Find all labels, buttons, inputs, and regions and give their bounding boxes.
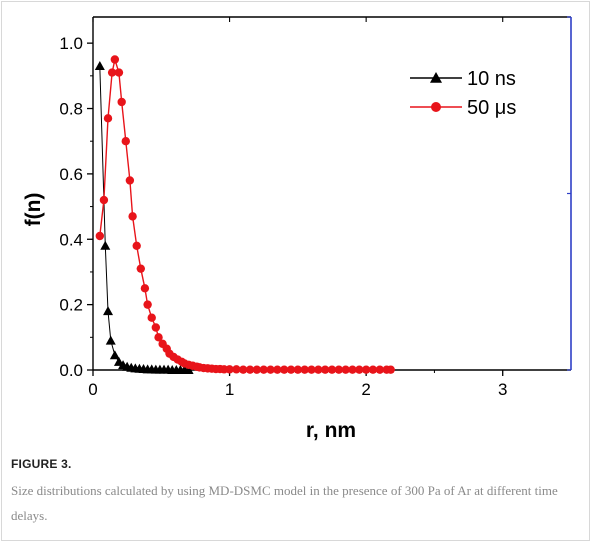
data-point	[341, 365, 350, 374]
figure-caption: Size distributions calculated by using M…	[11, 483, 558, 523]
y-tick-label: 0.2	[59, 296, 83, 315]
x-tick-label: 0	[88, 380, 97, 399]
data-point	[386, 365, 395, 374]
data-point	[314, 365, 323, 374]
data-point	[114, 68, 124, 77]
y-tick-label: 1.0	[59, 34, 83, 53]
data-point	[280, 365, 289, 374]
data-point	[107, 68, 117, 77]
data-point	[259, 365, 268, 374]
data-point	[245, 365, 255, 374]
data-point	[136, 264, 145, 273]
legend-marker	[431, 102, 441, 112]
y-tick-label: 0.6	[59, 165, 83, 184]
data-point	[147, 313, 156, 322]
legend-marker	[430, 72, 442, 83]
data-point	[286, 365, 296, 374]
data-point	[95, 231, 105, 241]
data-point	[232, 365, 241, 374]
data-point	[132, 241, 141, 250]
data-point	[320, 365, 330, 374]
data-point	[293, 365, 303, 374]
data-point	[99, 195, 109, 205]
series-line	[99, 65, 189, 371]
data-point	[143, 300, 152, 309]
data-point	[121, 137, 130, 146]
data-point	[117, 97, 126, 107]
chart-series	[94, 55, 395, 374]
data-point	[110, 55, 120, 64]
data-point	[334, 365, 344, 374]
data-point	[154, 333, 163, 342]
y-tick-label: 0.8	[59, 100, 83, 119]
x-tick-label: 3	[498, 380, 507, 399]
data-point	[300, 365, 309, 374]
y-tick-label: 0.4	[59, 230, 83, 249]
data-point	[266, 365, 275, 374]
y-tick-label: 0.0	[59, 361, 83, 380]
data-point	[100, 240, 111, 250]
legend-label: 50 μs	[467, 97, 516, 119]
figure-label: FIGURE 3.	[11, 457, 72, 471]
chart-legend: 10 ns 50 μs	[410, 68, 516, 119]
data-point	[273, 365, 282, 374]
data-point	[239, 365, 248, 374]
data-point	[225, 365, 234, 374]
data-point	[109, 350, 120, 360]
x-axis-label: r, nm	[306, 419, 356, 442]
data-point	[375, 365, 384, 374]
series-red-circles	[95, 55, 395, 374]
data-point	[361, 365, 371, 374]
data-point	[307, 365, 316, 374]
x-tick-label: 1	[225, 380, 234, 399]
data-point	[348, 365, 357, 374]
data-point	[125, 176, 135, 185]
data-point	[151, 323, 161, 332]
data-point	[128, 212, 137, 221]
legend-label: 10 ns	[467, 68, 516, 90]
data-point	[327, 365, 337, 374]
x-tick-label: 2	[361, 380, 370, 399]
size-distribution-chart: 0 1 2 3 0.0 0.2 0.4 0.6 0.8 1.0 r, nm f(n) 10 ns 50 …	[22, 16, 572, 442]
series-black-triangles	[94, 61, 194, 374]
y-axis-label: f(n)	[22, 193, 45, 227]
data-point	[105, 335, 116, 345]
data-point	[103, 306, 114, 316]
data-point	[103, 114, 113, 123]
data-point	[368, 365, 378, 374]
data-point	[252, 365, 262, 374]
data-point	[140, 284, 150, 293]
data-point	[183, 365, 194, 374]
data-point	[355, 365, 364, 374]
data-point	[94, 61, 105, 71]
series-line	[99, 56, 391, 371]
